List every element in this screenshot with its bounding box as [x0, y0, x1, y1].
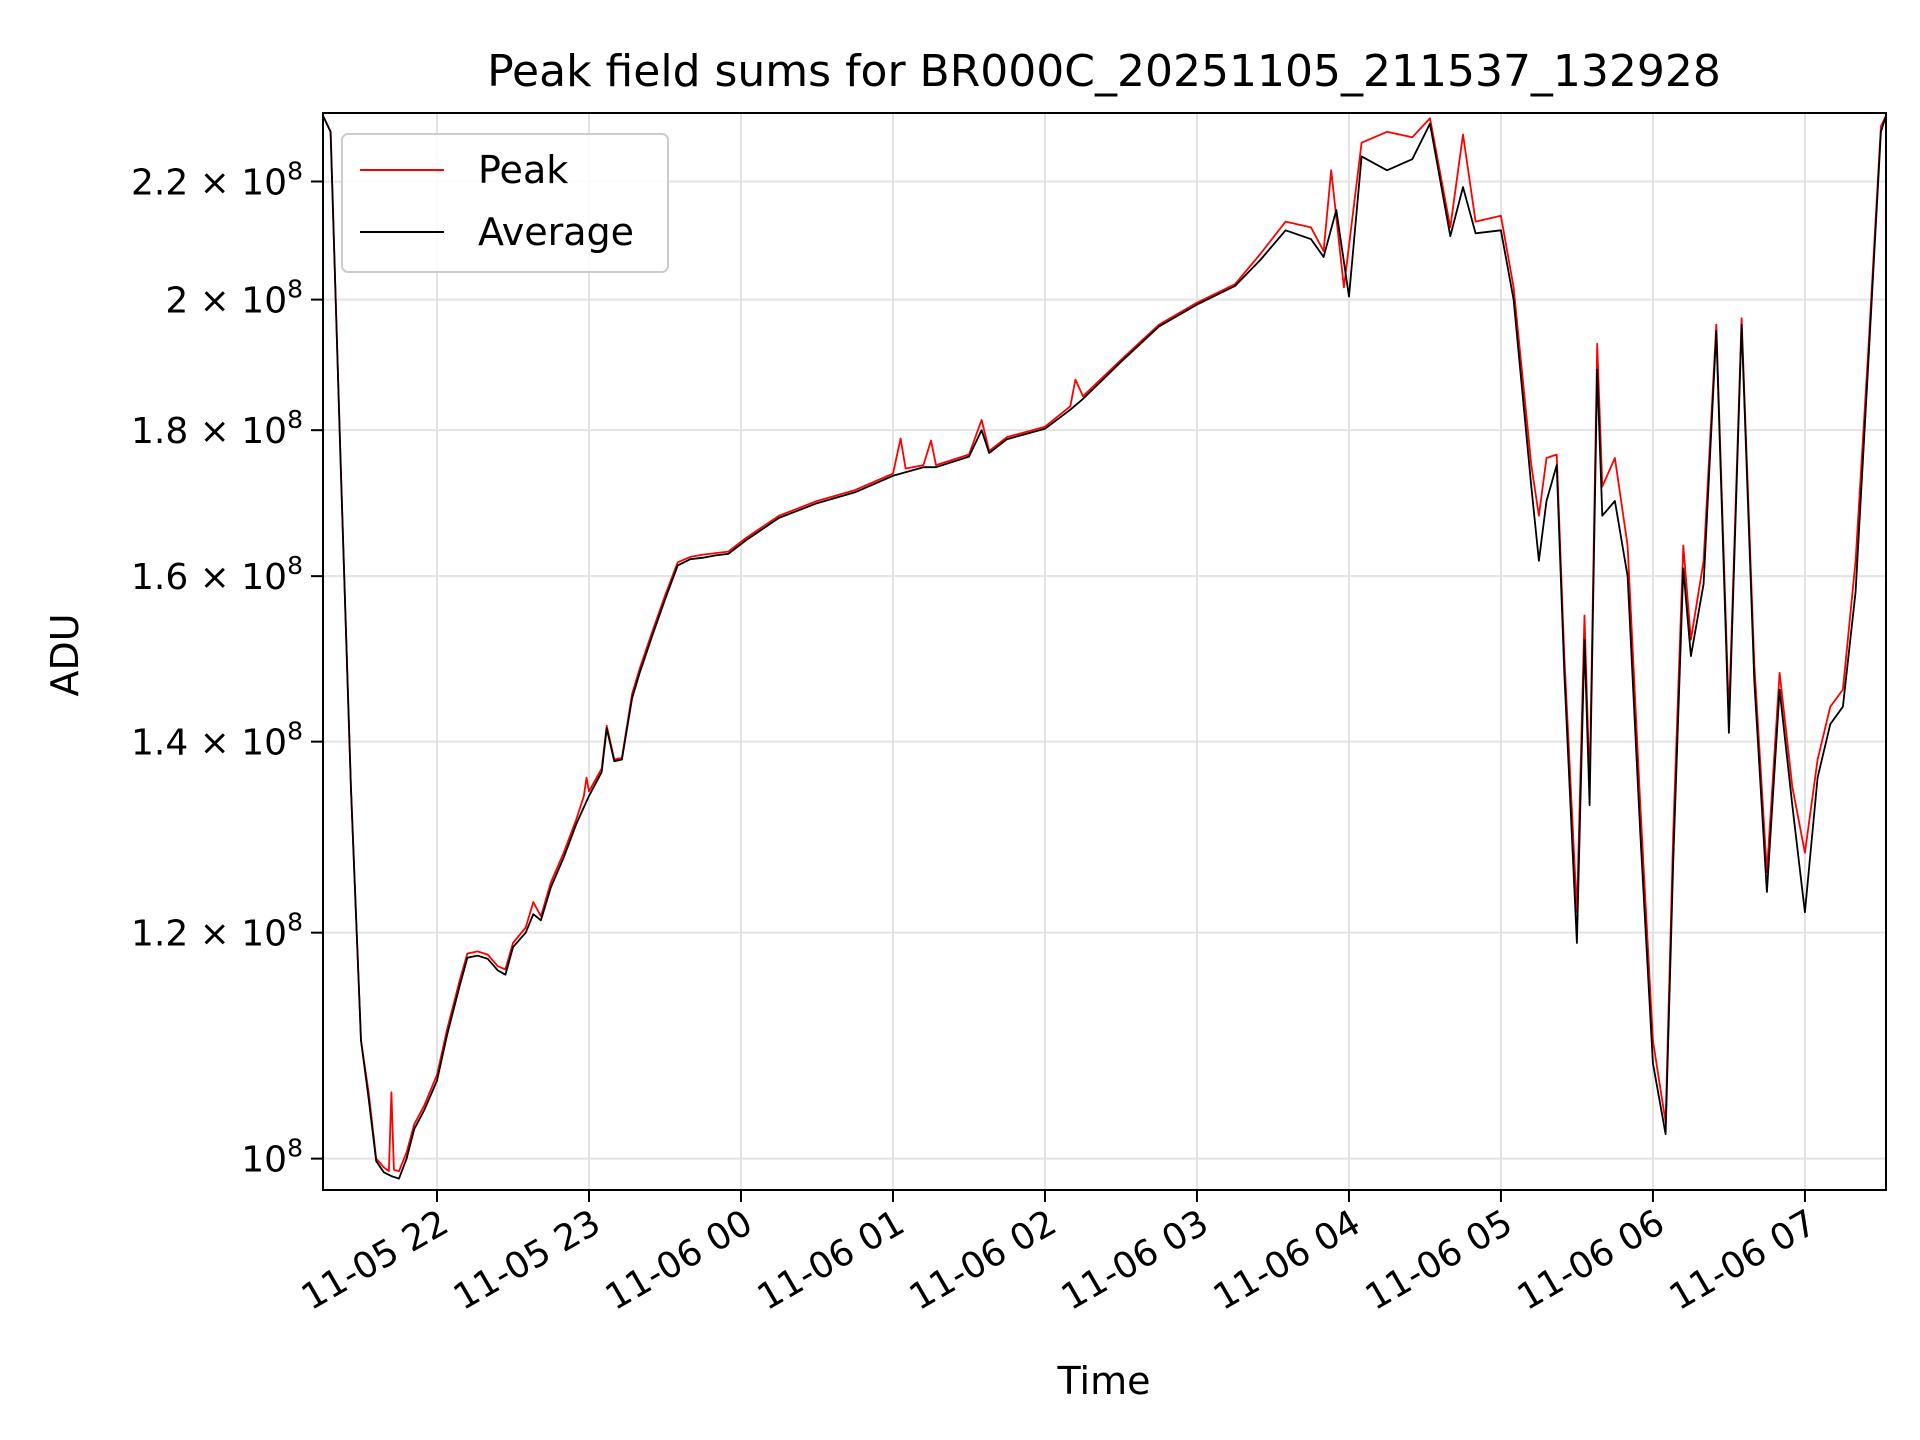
y-tick-label: 1.6 × 108	[131, 551, 303, 598]
series-line-average	[323, 115, 1886, 1180]
series-layer	[323, 115, 1886, 1180]
y-tick-label: 2 × 108	[165, 275, 303, 322]
y-tick-label: 1.2 × 108	[131, 908, 303, 955]
legend: Peak Average	[341, 133, 669, 273]
y-tick-label: 108	[241, 1134, 303, 1181]
x-axis-label: Time	[1057, 1359, 1151, 1403]
legend-label-average: Average	[478, 210, 634, 254]
y-tick-exponent: 8	[287, 717, 303, 746]
y-tick-exponent: 8	[287, 156, 303, 185]
legend-label-peak: Peak	[478, 148, 568, 192]
y-tick-label: 1.8 × 108	[131, 405, 303, 452]
y-tick-exponent: 8	[287, 551, 303, 580]
y-tick-mantissa: 1.6 × 10	[131, 557, 287, 598]
y-tick-label: 2.2 × 108	[131, 156, 303, 203]
plot-frame	[322, 112, 1887, 1191]
chart-title: Peak field sums for BR000C_20251105_2115…	[487, 46, 1721, 97]
y-tick-exponent: 8	[287, 405, 303, 434]
y-axis-label: ADU	[43, 613, 87, 696]
y-tick-exponent: 8	[287, 908, 303, 937]
grid	[323, 113, 1886, 1190]
y-tick-mantissa: 2 × 10	[165, 281, 287, 322]
y-tick-mantissa: 10	[241, 1140, 287, 1181]
y-tick-exponent: 8	[287, 275, 303, 304]
y-tick-label: 1.4 × 108	[131, 717, 303, 764]
y-tick-mantissa: 2.2 × 10	[131, 162, 287, 203]
legend-box	[341, 133, 669, 273]
y-tick-exponent: 8	[287, 1134, 303, 1163]
y-tick-mantissa: 1.8 × 10	[131, 411, 287, 452]
y-tick-mantissa: 1.2 × 10	[131, 914, 287, 955]
y-tick-mantissa: 1.4 × 10	[131, 723, 287, 764]
